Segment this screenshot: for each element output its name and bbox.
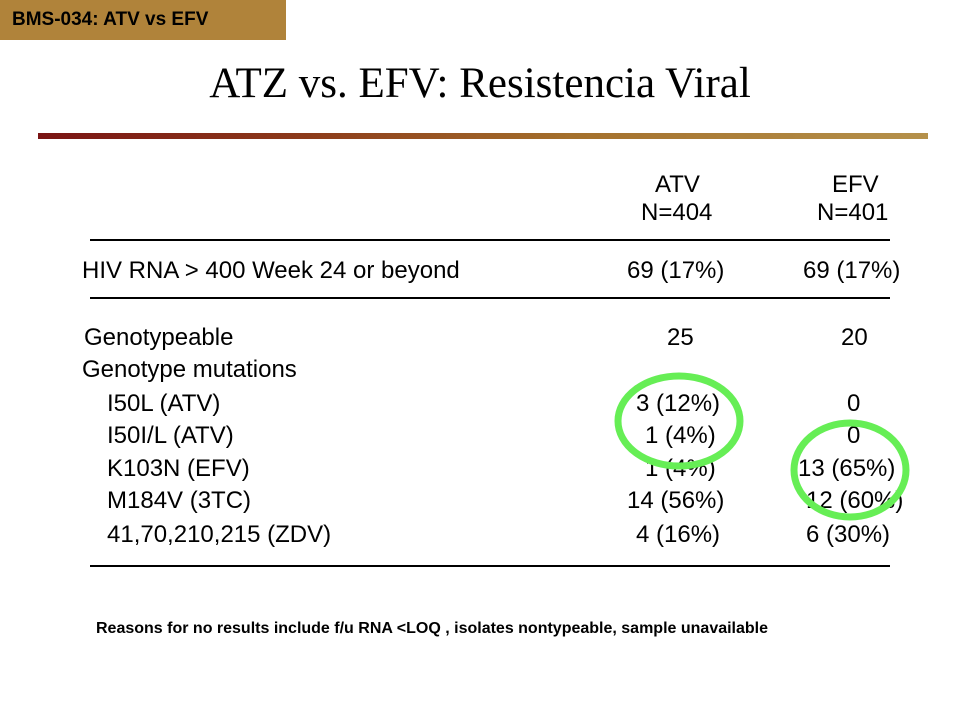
table-rule-bottom: [90, 565, 890, 567]
row-efv-value: 6 (30%): [806, 521, 891, 548]
row-label: I50L (ATV): [107, 390, 221, 417]
atv-column-n: N=404: [641, 199, 713, 226]
efv-column-header: EFV: [832, 171, 879, 198]
row-label: M184V (3TC): [107, 487, 252, 514]
row-atv-value: 1 (4%): [645, 455, 716, 482]
slide-title: ATZ vs. EFV: Resistencia Viral: [209, 60, 751, 107]
row-efv-value: 0: [847, 390, 861, 417]
row-label: K103N (EFV): [107, 455, 250, 482]
row-efv-value: 12 (60%): [806, 487, 904, 514]
row-label: I50I/L (ATV): [107, 422, 234, 449]
row-label: 41,70,210,215 (ZDV): [107, 521, 332, 548]
row-atv-value: 4 (16%): [636, 521, 721, 548]
footnote: Reasons for no results include f/u RNA <…: [96, 620, 769, 637]
row-label: Genotypeable: [84, 324, 234, 351]
table-rule-top: [90, 239, 890, 241]
row-atv-value: 3 (12%): [636, 390, 721, 417]
row-efv-value: 0: [847, 422, 861, 449]
row-atv-value: 14 (56%): [627, 487, 725, 514]
section-tag: BMS-034: ATV vs EFV: [0, 0, 286, 40]
row-label: Genotype mutations: [82, 356, 297, 383]
row-atv-value: 25: [667, 324, 694, 351]
row-label: HIV RNA > 400 Week 24 or beyond: [82, 257, 460, 284]
row-efv-value: 13 (65%): [798, 455, 896, 482]
efv-column-n: N=401: [817, 199, 889, 226]
row-efv-value: 69 (17%): [803, 257, 901, 284]
row-efv-value: 20: [841, 324, 868, 351]
row-atv-value: 69 (17%): [627, 257, 725, 284]
row-atv-value: 1 (4%): [645, 422, 716, 449]
table-rule-mid: [90, 297, 890, 299]
title-underline: [38, 133, 928, 139]
atv-column-header: ATV: [655, 171, 700, 198]
